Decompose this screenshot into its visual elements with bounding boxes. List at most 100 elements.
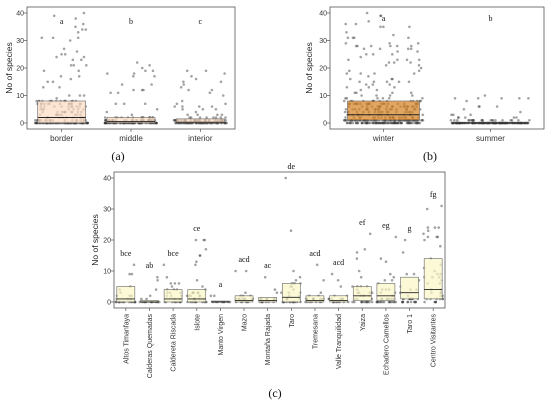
- data-point: [106, 72, 109, 75]
- significance-letter: b: [489, 14, 493, 23]
- data-point: [472, 119, 475, 122]
- data-point: [180, 99, 184, 103]
- data-point: [132, 75, 135, 78]
- significance-letter: acd: [238, 255, 249, 264]
- data-point: [212, 116, 215, 119]
- data-point: [186, 113, 189, 117]
- data-point: [140, 88, 144, 92]
- data-point: [407, 80, 411, 84]
- data-point: [452, 121, 455, 125]
- data-point: [132, 88, 135, 92]
- data-point: [105, 110, 109, 114]
- data-point: [205, 116, 208, 119]
- data-point: [363, 248, 367, 251]
- data-point: [145, 297, 148, 301]
- data-point: [143, 102, 147, 106]
- data-point: [46, 80, 49, 84]
- data-point: [298, 275, 302, 279]
- data-point: [355, 257, 359, 260]
- data-point: [384, 260, 388, 264]
- data-point: [353, 91, 357, 95]
- data-point: [392, 33, 395, 37]
- data-point: [412, 72, 416, 75]
- data-point: [188, 116, 191, 119]
- data-point: [418, 121, 422, 125]
- significance-letter: a: [382, 14, 386, 23]
- data-point: [69, 64, 73, 67]
- data-point: [489, 119, 493, 122]
- data-point: [342, 119, 346, 122]
- data-point: [410, 44, 413, 48]
- data-point: [389, 300, 392, 304]
- data-point: [351, 36, 355, 40]
- data-point: [356, 44, 359, 48]
- data-point: [154, 121, 158, 125]
- significance-letter: bce: [168, 249, 180, 258]
- data-point: [148, 294, 152, 298]
- data-point: [345, 72, 349, 75]
- data-point: [362, 47, 366, 51]
- data-point: [344, 119, 347, 122]
- data-point: [469, 113, 472, 117]
- panel-a-label: (a): [111, 149, 124, 163]
- data-point: [408, 25, 411, 29]
- data-point: [434, 300, 438, 304]
- data-point: [421, 113, 425, 117]
- data-point: [342, 99, 346, 103]
- data-point: [423, 238, 426, 242]
- data-point: [182, 83, 185, 86]
- panel-c-ylabel: No of species: [90, 214, 100, 266]
- data-point: [405, 121, 409, 125]
- significance-letter: a: [219, 280, 223, 289]
- data-point: [392, 121, 395, 125]
- data-point: [343, 110, 347, 114]
- data-point: [35, 99, 38, 103]
- data-point: [142, 88, 145, 92]
- data-point: [244, 269, 248, 273]
- data-point: [450, 113, 453, 117]
- data-point: [390, 300, 394, 304]
- data-point: [336, 279, 340, 282]
- data-point: [382, 25, 385, 29]
- significance-letter: acd: [333, 258, 344, 267]
- data-point: [181, 108, 184, 111]
- data-point: [527, 97, 530, 100]
- data-point: [76, 31, 80, 34]
- data-point: [528, 119, 531, 122]
- data-point: [480, 119, 483, 122]
- data-point: [440, 204, 443, 208]
- x-tick-label: Valle Tranquilidad: [336, 314, 343, 369]
- data-point: [407, 121, 411, 125]
- data-point: [412, 300, 416, 304]
- data-point: [405, 58, 409, 62]
- data-point: [208, 91, 212, 95]
- data-point: [382, 300, 386, 304]
- data-point: [414, 300, 418, 304]
- data-point: [414, 300, 418, 304]
- data-point: [148, 64, 151, 67]
- data-point: [360, 94, 363, 97]
- data-point: [210, 105, 214, 108]
- data-point: [361, 300, 364, 304]
- data-point: [439, 244, 442, 248]
- data-point: [360, 121, 364, 125]
- significance-letter: ce: [193, 224, 201, 233]
- data-point: [397, 80, 401, 84]
- data-point: [367, 20, 371, 23]
- data-point: [435, 235, 439, 239]
- data-point: [201, 108, 205, 111]
- data-point: [69, 77, 73, 81]
- data-point: [451, 121, 454, 125]
- y-tick-label: 0: [107, 300, 111, 307]
- data-point: [381, 121, 385, 125]
- data-point: [433, 300, 437, 304]
- data-point: [86, 121, 89, 125]
- data-point: [371, 121, 375, 125]
- data-point: [135, 61, 139, 64]
- data-point: [154, 288, 158, 291]
- box: [376, 283, 396, 301]
- significance-letter: g: [408, 224, 412, 233]
- data-point: [409, 47, 413, 51]
- y-tick-label: 40: [319, 11, 327, 18]
